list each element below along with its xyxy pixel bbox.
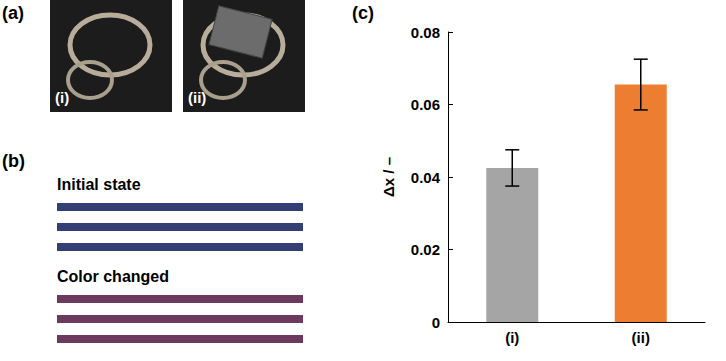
- svg-text:Δx / –: Δx / –: [380, 157, 397, 197]
- svg-text:(i): (i): [505, 329, 519, 346]
- svg-text:0.02: 0.02: [411, 241, 440, 258]
- svg-text:Initial state: Initial state: [57, 176, 141, 193]
- svg-text:0.06: 0.06: [411, 96, 440, 113]
- svg-text:(ii): (ii): [188, 89, 206, 106]
- svg-text:(i): (i): [55, 89, 69, 106]
- svg-text:Color changed: Color changed: [57, 268, 169, 285]
- svg-text:(a): (a): [2, 3, 24, 23]
- svg-text:0.08: 0.08: [411, 24, 440, 41]
- svg-text:(ii): (ii): [632, 329, 650, 346]
- svg-text:0: 0: [432, 314, 440, 331]
- svg-text:(c): (c): [352, 3, 374, 23]
- svg-text:0.04: 0.04: [411, 169, 441, 186]
- svg-text:(b): (b): [2, 151, 25, 171]
